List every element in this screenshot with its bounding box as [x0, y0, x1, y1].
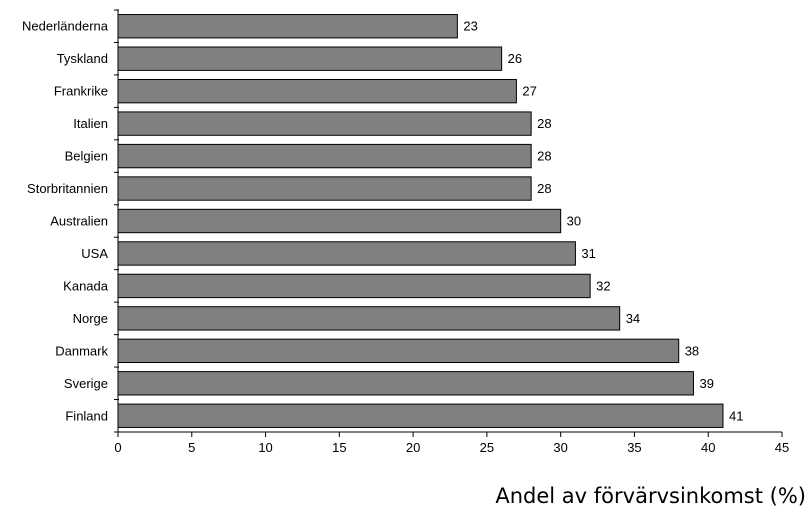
category-label-7: USA — [81, 246, 108, 261]
x-axis-ticks: 0 5 10 15 20 25 30 35 40 45 — [114, 432, 789, 455]
bar-5 — [117, 176, 532, 201]
data-label-1: 26 — [508, 51, 522, 66]
x-tick-label-1: 5 — [188, 440, 195, 455]
bar-6 — [117, 208, 562, 234]
category-label-1: Tyskland — [57, 51, 108, 66]
x-tick-label-6: 30 — [553, 440, 567, 455]
bar-4 — [117, 143, 532, 169]
data-label-8: 32 — [596, 278, 610, 293]
category-label-8: Kanada — [63, 278, 109, 293]
x-tick-label-9: 45 — [775, 440, 789, 455]
category-label-9: Norge — [73, 311, 108, 326]
data-label-12: 41 — [729, 408, 743, 423]
category-label-10: Danmark — [55, 343, 108, 358]
x-axis-title: Andel av förvärvsinkomst (%) — [495, 484, 806, 508]
data-labels: 23 26 27 28 28 28 30 31 32 34 38 39 41 — [463, 19, 743, 424]
category-label-5: Storbritannien — [27, 181, 108, 196]
data-label-0: 23 — [463, 19, 477, 34]
data-label-4: 28 — [537, 149, 551, 164]
data-label-2: 27 — [522, 84, 536, 99]
bar-1 — [117, 46, 503, 71]
category-label-0: Nederländerna — [22, 19, 109, 34]
bars-group — [117, 14, 724, 428]
x-tick-label-0: 0 — [114, 440, 121, 455]
data-label-5: 28 — [537, 181, 551, 196]
x-tick-label-8: 40 — [701, 440, 715, 455]
bar-8 — [117, 273, 591, 299]
bar-0 — [117, 14, 458, 39]
bar-7 — [117, 241, 576, 266]
x-tick-label-4: 20 — [406, 440, 420, 455]
data-label-9: 34 — [626, 311, 640, 326]
bar-10 — [117, 338, 680, 364]
category-label-11: Sverige — [64, 376, 108, 391]
data-label-3: 28 — [537, 116, 551, 131]
x-tick-label-5: 25 — [480, 440, 494, 455]
x-tick-label-7: 35 — [627, 440, 641, 455]
bar-9 — [117, 306, 621, 331]
bar-11 — [117, 371, 694, 396]
bar-2 — [117, 78, 517, 104]
x-tick-label-2: 10 — [258, 440, 272, 455]
x-tick-label-3: 15 — [332, 440, 346, 455]
bar-3 — [117, 111, 532, 136]
y-axis-ticks — [114, 9, 119, 433]
data-label-6: 30 — [567, 214, 581, 229]
bar-12 — [117, 403, 724, 428]
category-label-6: Australien — [50, 214, 108, 229]
category-label-2: Frankrike — [54, 84, 108, 99]
category-label-12: Finland — [65, 408, 108, 423]
category-labels: Nederländerna Tyskland Frankrike Italien Bel… — [22, 19, 109, 424]
category-label-4: Belgien — [65, 149, 108, 164]
data-label-7: 31 — [581, 246, 595, 261]
data-label-10: 38 — [685, 343, 699, 358]
category-label-3: Italien — [73, 116, 108, 131]
data-label-11: 39 — [699, 376, 713, 391]
